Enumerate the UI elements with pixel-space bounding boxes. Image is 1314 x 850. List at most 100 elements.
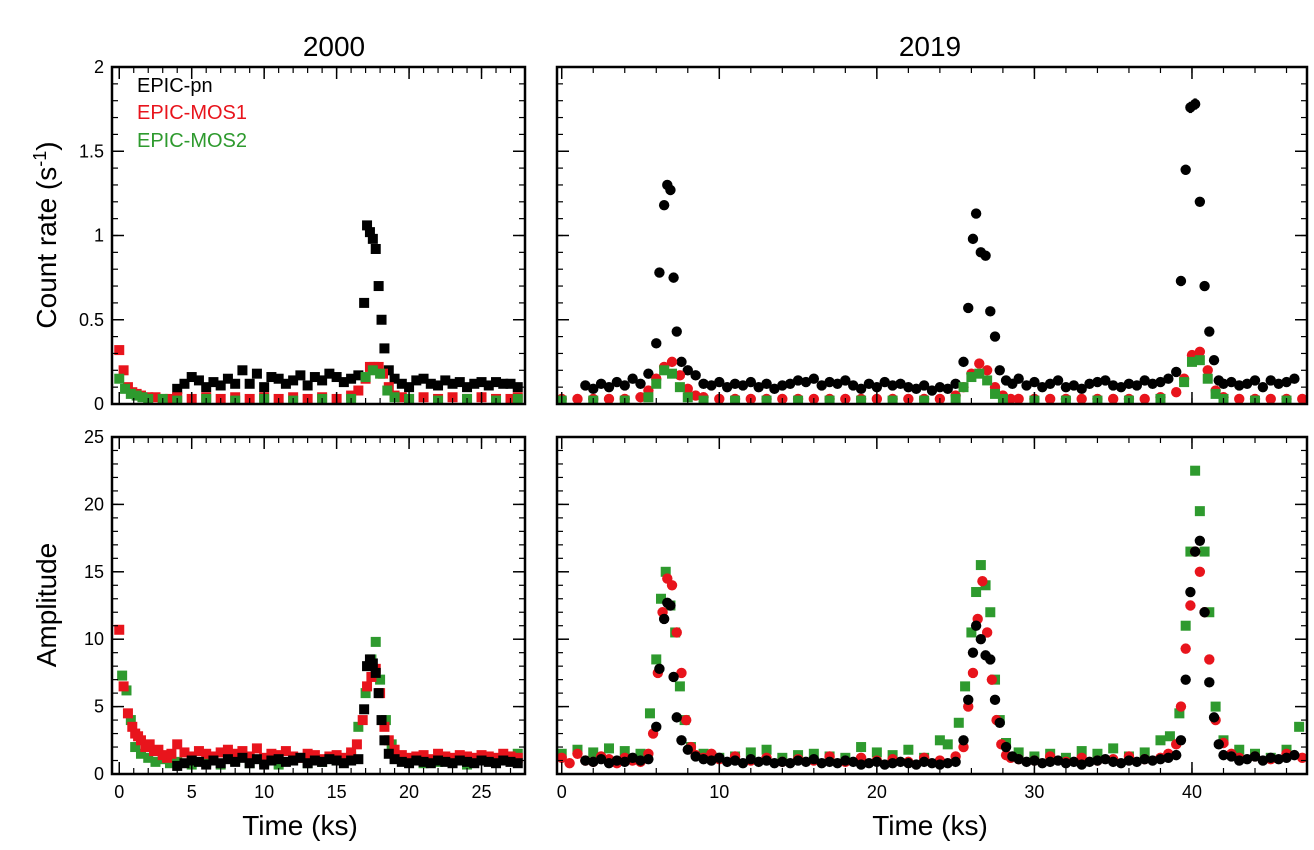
data-point — [237, 746, 248, 757]
data-point — [1265, 752, 1276, 764]
data-point — [588, 756, 599, 768]
data-point — [671, 712, 682, 723]
data-point — [440, 751, 451, 762]
data-point — [911, 383, 922, 395]
data-point — [483, 380, 494, 391]
data-point — [1180, 674, 1191, 685]
data-point — [1037, 758, 1048, 769]
data-point — [491, 752, 502, 763]
data-point — [1180, 164, 1191, 175]
data-point — [981, 627, 993, 638]
data-point — [367, 658, 378, 669]
data-point — [580, 380, 591, 391]
data-point — [769, 758, 780, 769]
data-point — [1194, 355, 1205, 366]
data-point — [338, 758, 349, 769]
data-point — [172, 760, 183, 771]
panel-bottom-right: 0 10 20 30 40 — [555, 435, 1309, 802]
data-point — [447, 378, 458, 389]
data-point — [338, 752, 349, 763]
data-point — [193, 756, 204, 767]
data-point — [1100, 753, 1111, 765]
data-point — [808, 753, 820, 765]
data-point — [125, 388, 136, 399]
data-point — [985, 607, 996, 618]
data-point — [1273, 753, 1284, 765]
data-point — [1202, 373, 1213, 384]
data-point — [1241, 378, 1253, 389]
data-point — [808, 373, 820, 384]
data-point — [974, 358, 985, 369]
data-point — [193, 746, 204, 757]
data-point — [411, 755, 422, 766]
data-point — [668, 272, 679, 283]
data-point — [1000, 741, 1012, 753]
data-point — [668, 671, 679, 683]
data-point — [114, 624, 125, 635]
data-point — [1189, 98, 1201, 110]
y-axis-label-count-rate: Count rate (s-1) — [30, 141, 62, 328]
data-point — [266, 372, 277, 383]
data-point — [706, 755, 717, 766]
data-point — [682, 744, 693, 755]
data-point — [1013, 393, 1024, 404]
data-point — [244, 751, 255, 762]
data-point — [986, 674, 998, 685]
data-point — [1281, 376, 1292, 388]
data-point — [512, 382, 523, 393]
x-tick-label: 0 — [114, 782, 124, 802]
data-point — [619, 746, 630, 757]
data-point — [977, 576, 988, 587]
plot-area — [557, 98, 1307, 404]
data-point — [1107, 380, 1119, 391]
data-point — [122, 708, 133, 719]
data-point — [137, 392, 148, 403]
data-point — [761, 395, 772, 404]
data-point — [1297, 393, 1307, 404]
data-point — [871, 381, 883, 393]
data-point — [186, 372, 197, 383]
data-point — [1013, 373, 1024, 384]
data-point — [903, 381, 914, 393]
series-epic-mos2 — [557, 465, 1305, 763]
data-point — [1084, 378, 1095, 389]
data-point — [714, 376, 725, 388]
y-tick-label: 0 — [94, 394, 104, 414]
data-point — [588, 747, 599, 758]
data-point — [1131, 380, 1143, 391]
data-point — [1199, 546, 1210, 557]
data-point — [150, 392, 161, 403]
data-point — [1139, 747, 1150, 758]
data-point — [1052, 755, 1064, 766]
data-point — [1155, 376, 1166, 388]
data-point — [1194, 506, 1205, 517]
data-point — [418, 756, 429, 767]
data-point — [201, 382, 212, 393]
data-point — [469, 752, 480, 763]
series-epic-pn — [580, 535, 1300, 770]
data-point — [379, 735, 390, 746]
data-point — [737, 380, 749, 391]
data-point — [379, 721, 390, 732]
data-point — [244, 378, 255, 389]
data-point — [364, 227, 375, 238]
data-point — [130, 742, 141, 753]
data-point — [824, 756, 835, 768]
data-point — [753, 381, 764, 393]
data-point — [856, 742, 867, 753]
data-point — [654, 267, 665, 278]
data-point — [840, 375, 851, 386]
data-point — [1163, 373, 1174, 384]
data-point — [903, 744, 914, 755]
data-point — [166, 748, 177, 759]
data-point — [879, 376, 890, 388]
data-point — [164, 393, 175, 404]
data-point — [990, 388, 1001, 399]
data-point — [376, 715, 387, 726]
data-point — [950, 393, 961, 404]
data-point — [721, 756, 733, 768]
data-point — [895, 378, 906, 389]
data-point — [1204, 654, 1215, 665]
data-point — [440, 756, 451, 767]
